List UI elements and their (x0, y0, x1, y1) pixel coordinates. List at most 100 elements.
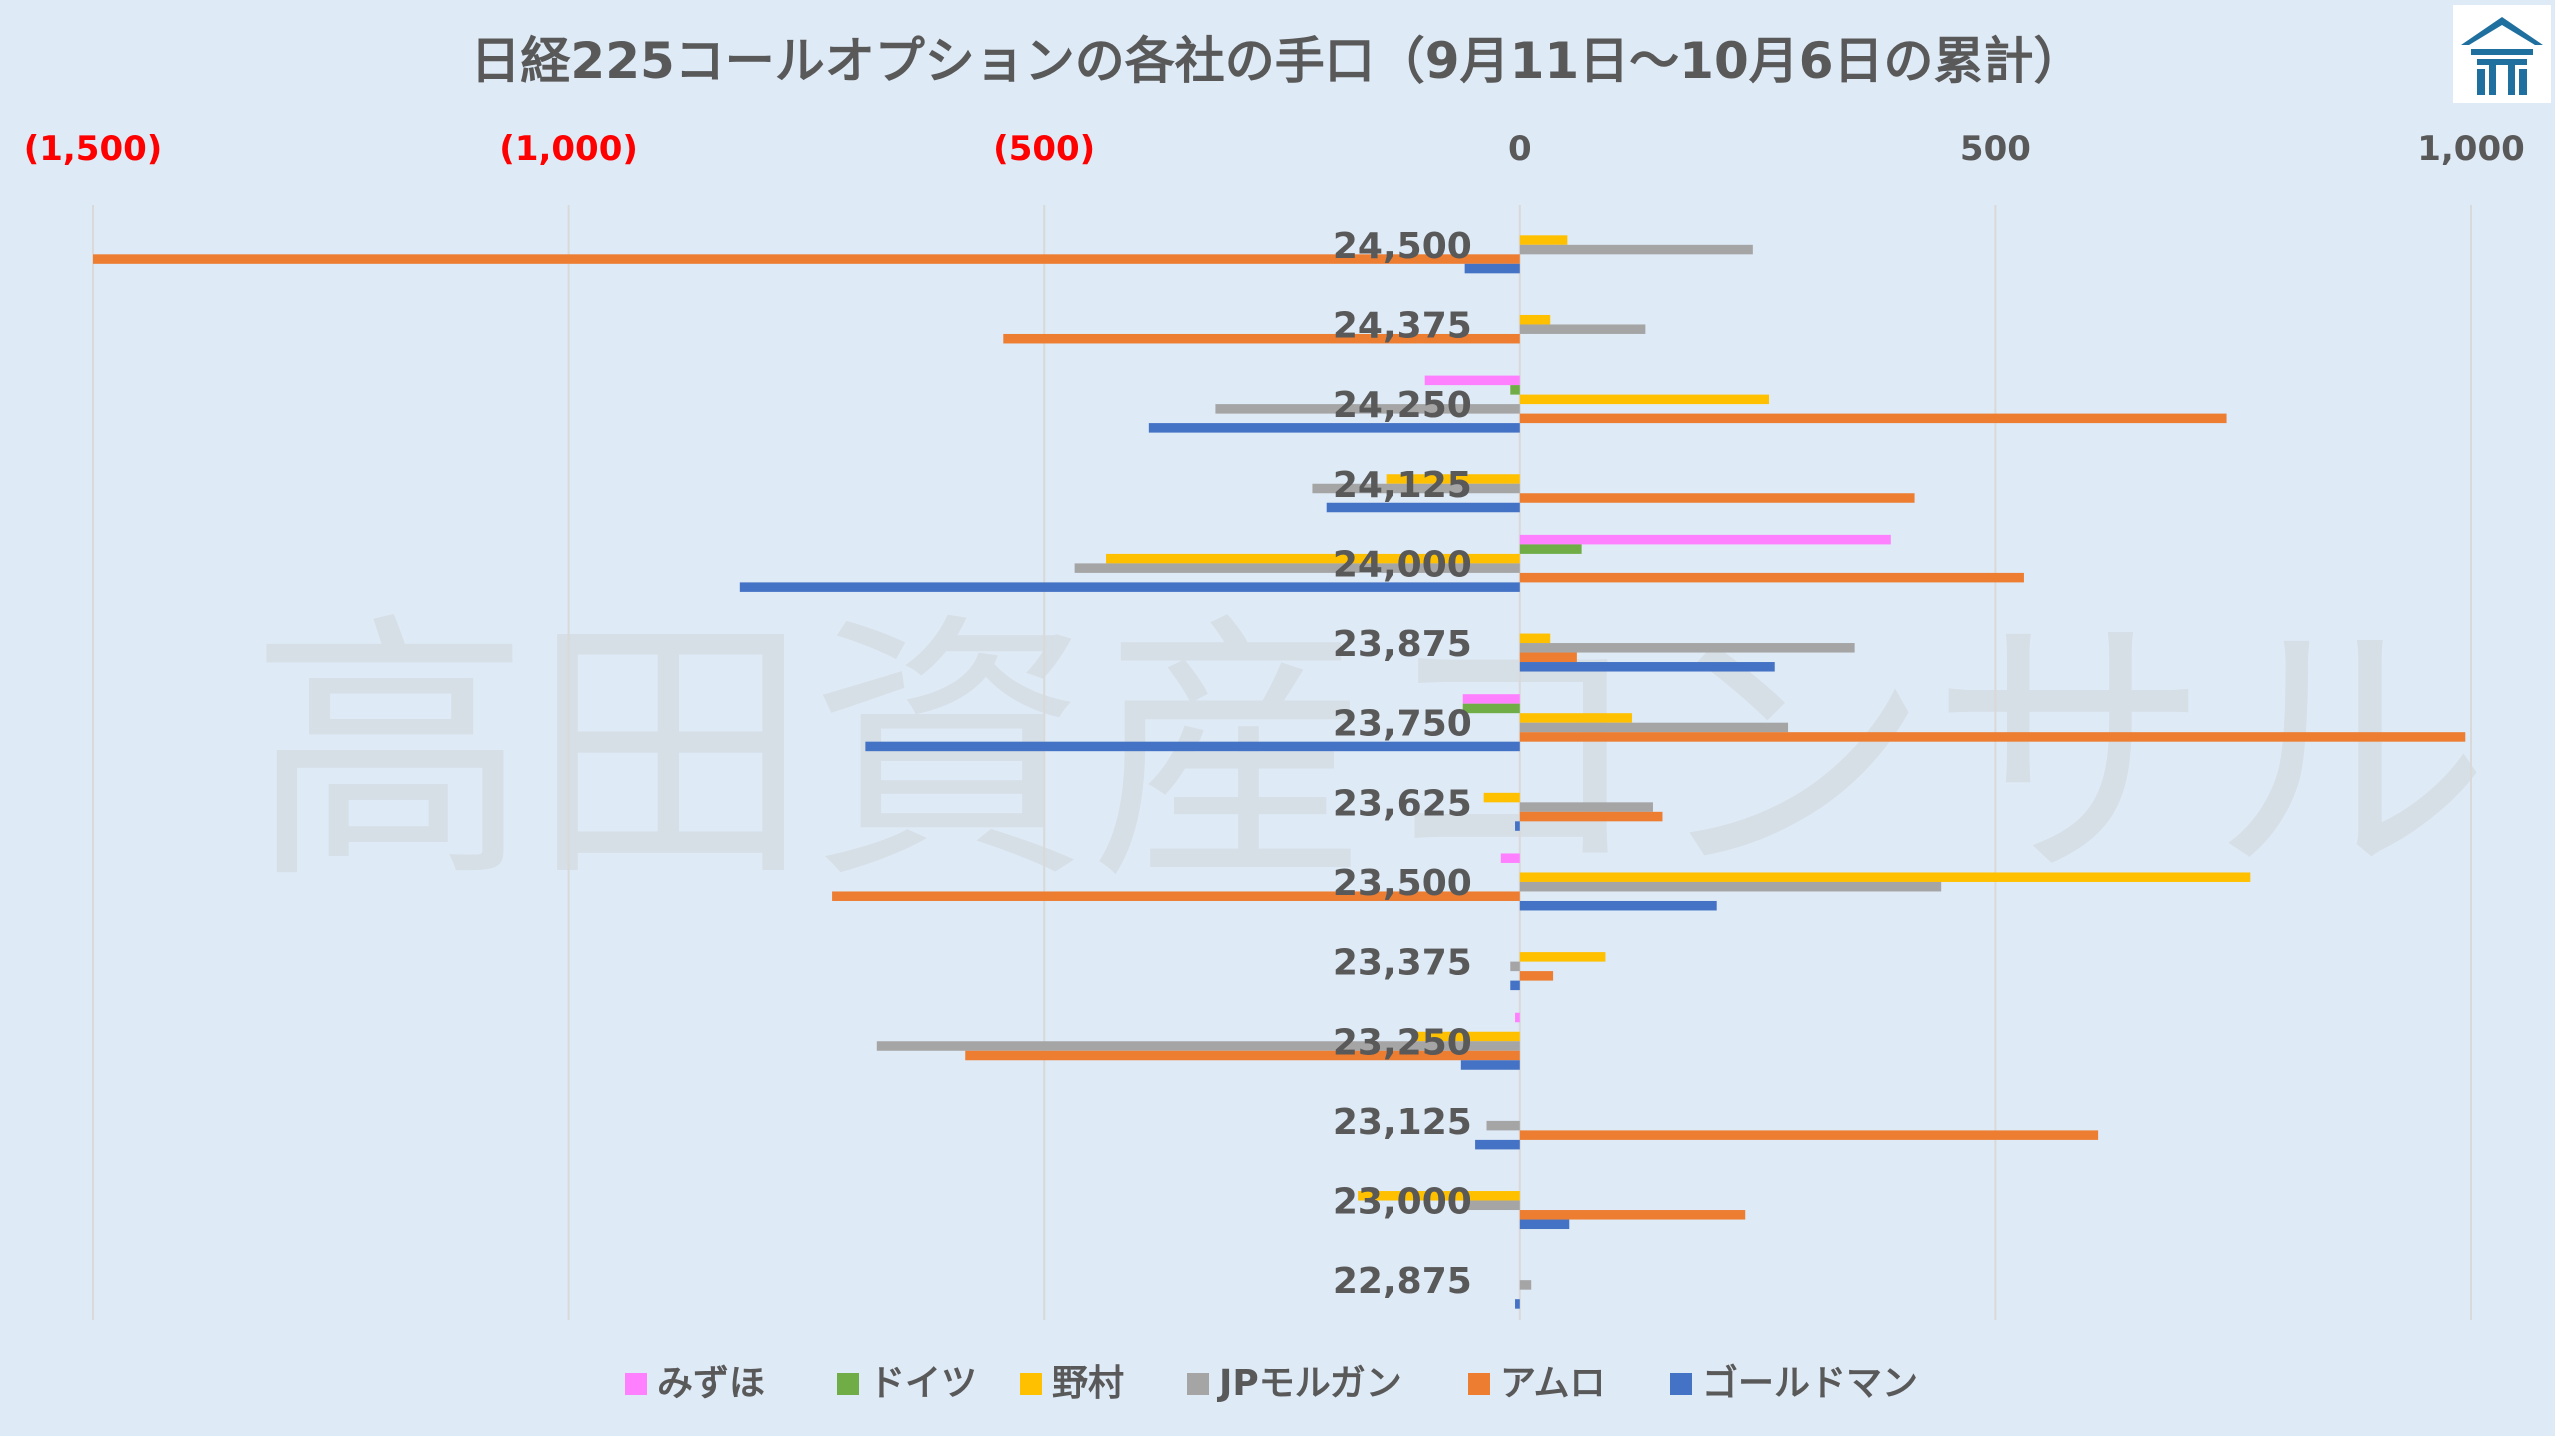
bar-0-3 (1519, 244, 1753, 255)
bar-6-1 (1462, 703, 1520, 714)
category-label: 23,250 (1333, 1022, 1472, 1063)
bar-8-5 (1519, 900, 1717, 911)
watermark-text: 高田資産コンサル (250, 591, 2490, 917)
bars (93, 216, 2466, 1309)
x-tick-label: (1,500) (24, 129, 163, 169)
bar-7-5 (1515, 821, 1520, 831)
x-tick-label: (1,000) (499, 129, 638, 169)
category-label: 22,875 (1333, 1261, 1472, 1302)
x-tick-label: (500) (993, 129, 1095, 169)
bar-12-5 (1519, 1219, 1570, 1230)
bar-7-4 (1519, 811, 1663, 822)
category-label: 23,000 (1333, 1182, 1472, 1223)
bar-8-4 (832, 891, 1520, 901)
bar-6-5 (865, 741, 1520, 752)
bar-3-2 (1386, 474, 1520, 484)
category-label: 24,375 (1333, 305, 1472, 346)
bar-4-4 (1519, 572, 2024, 583)
legend-swatch (1670, 1373, 1692, 1395)
bar-3-3 (1312, 483, 1520, 494)
bar-6-2 (1519, 713, 1633, 723)
bar-2-1 (1510, 385, 1520, 395)
bar-4-0 (1519, 534, 1891, 545)
category-label: 23,875 (1333, 624, 1472, 665)
bar-10-5 (1460, 1060, 1520, 1070)
bar-10-2 (1415, 1031, 1520, 1042)
bar-10-3 (876, 1041, 1520, 1051)
legend-swatch (625, 1373, 647, 1395)
category-label: 23,500 (1333, 863, 1472, 904)
bar-6-4 (1519, 732, 2466, 742)
bar-2-4 (1519, 413, 2227, 424)
category-labels: 24,500 24,375 24,250 24,125 24,000 23,875 23,7… (1333, 226, 1472, 1302)
legend-label: アムロ (1500, 1363, 1605, 1404)
bar-9-4 (1519, 971, 1554, 981)
bar-5-5 (1519, 662, 1775, 672)
chart-title: 日経225コールオプションの各社の手口（9月11日～10月6日の累計） (470, 32, 2083, 90)
bar-9-3 (1510, 961, 1520, 972)
bar-13-3 (1519, 1280, 1532, 1290)
bar-2-0 (1424, 375, 1520, 386)
bar-1-2 (1519, 314, 1551, 325)
bar-3-4 (1519, 493, 1915, 503)
category-label: 23,750 (1333, 704, 1472, 745)
bar-0-5 (1464, 263, 1520, 274)
category-label: 23,625 (1333, 783, 1472, 824)
category-label: 24,500 (1333, 226, 1472, 267)
bar-6-0 (1462, 694, 1520, 704)
bar-13-5 (1515, 1299, 1520, 1309)
bar-5-2 (1519, 633, 1551, 644)
bar-2-3 (1215, 404, 1520, 414)
bar-11-5 (1475, 1139, 1520, 1150)
bar-4-5 (739, 582, 1520, 592)
legend-swatch (1020, 1373, 1042, 1395)
x-axis-ticks: (1,500) (1,000) (500) 0 500 1,000 (24, 129, 2525, 169)
category-label: 24,125 (1333, 465, 1472, 506)
bar-2-5 (1148, 423, 1520, 433)
legend-label: 野村 (1052, 1363, 1124, 1404)
legend-label: みずほ (657, 1363, 765, 1404)
bar-1-4 (1003, 333, 1520, 344)
bar-1-3 (1519, 324, 1646, 334)
legend: みずほ ドイツ 野村 JPモルガン アムロ ゴールドマン (625, 1362, 1918, 1404)
company-logo (2453, 5, 2551, 103)
bar-0-4 (93, 254, 1520, 264)
category-label: 24,250 (1333, 385, 1472, 426)
category-label: 23,125 (1333, 1102, 1472, 1143)
category-label: 24,000 (1333, 544, 1472, 585)
bar-11-4 (1519, 1130, 2099, 1140)
bar-2-2 (1519, 394, 1770, 405)
bar-8-2 (1519, 872, 2251, 882)
bar-12-3 (1467, 1200, 1520, 1211)
bar-7-3 (1519, 802, 1653, 812)
bar-12-2 (1358, 1191, 1520, 1201)
bar-3-5 (1326, 502, 1520, 513)
bar-5-4 (1519, 652, 1577, 663)
gridlines (92, 205, 2472, 1320)
x-tick-label: 1,000 (2417, 129, 2525, 169)
bar-10-4 (965, 1050, 1520, 1061)
legend-swatch (837, 1373, 859, 1395)
bar-11-3 (1486, 1120, 1520, 1131)
bar-9-2 (1519, 952, 1606, 962)
legend-label: JPモルガン (1216, 1363, 1402, 1404)
bar-6-3 (1519, 722, 1789, 733)
legend-swatch (1187, 1373, 1209, 1395)
bar-5-3 (1519, 643, 1855, 653)
bar-8-0 (1500, 853, 1520, 863)
legend-swatch (1468, 1373, 1490, 1395)
bar-12-4 (1519, 1210, 1746, 1220)
bar-4-2 (1106, 553, 1520, 564)
logo-roof-icon (2461, 17, 2543, 45)
bar-7-2 (1483, 792, 1520, 803)
bar-4-3 (1074, 563, 1520, 573)
legend-label: ゴールドマン (1702, 1362, 1918, 1404)
bar-0-2 (1519, 235, 1568, 245)
x-tick-label: 0 (1508, 129, 1532, 169)
legend-label: ドイツ (869, 1363, 977, 1404)
bar-4-1 (1519, 544, 1582, 554)
category-label: 23,375 (1333, 943, 1472, 984)
x-tick-label: 500 (1960, 129, 2031, 169)
bar-9-5 (1510, 980, 1520, 991)
